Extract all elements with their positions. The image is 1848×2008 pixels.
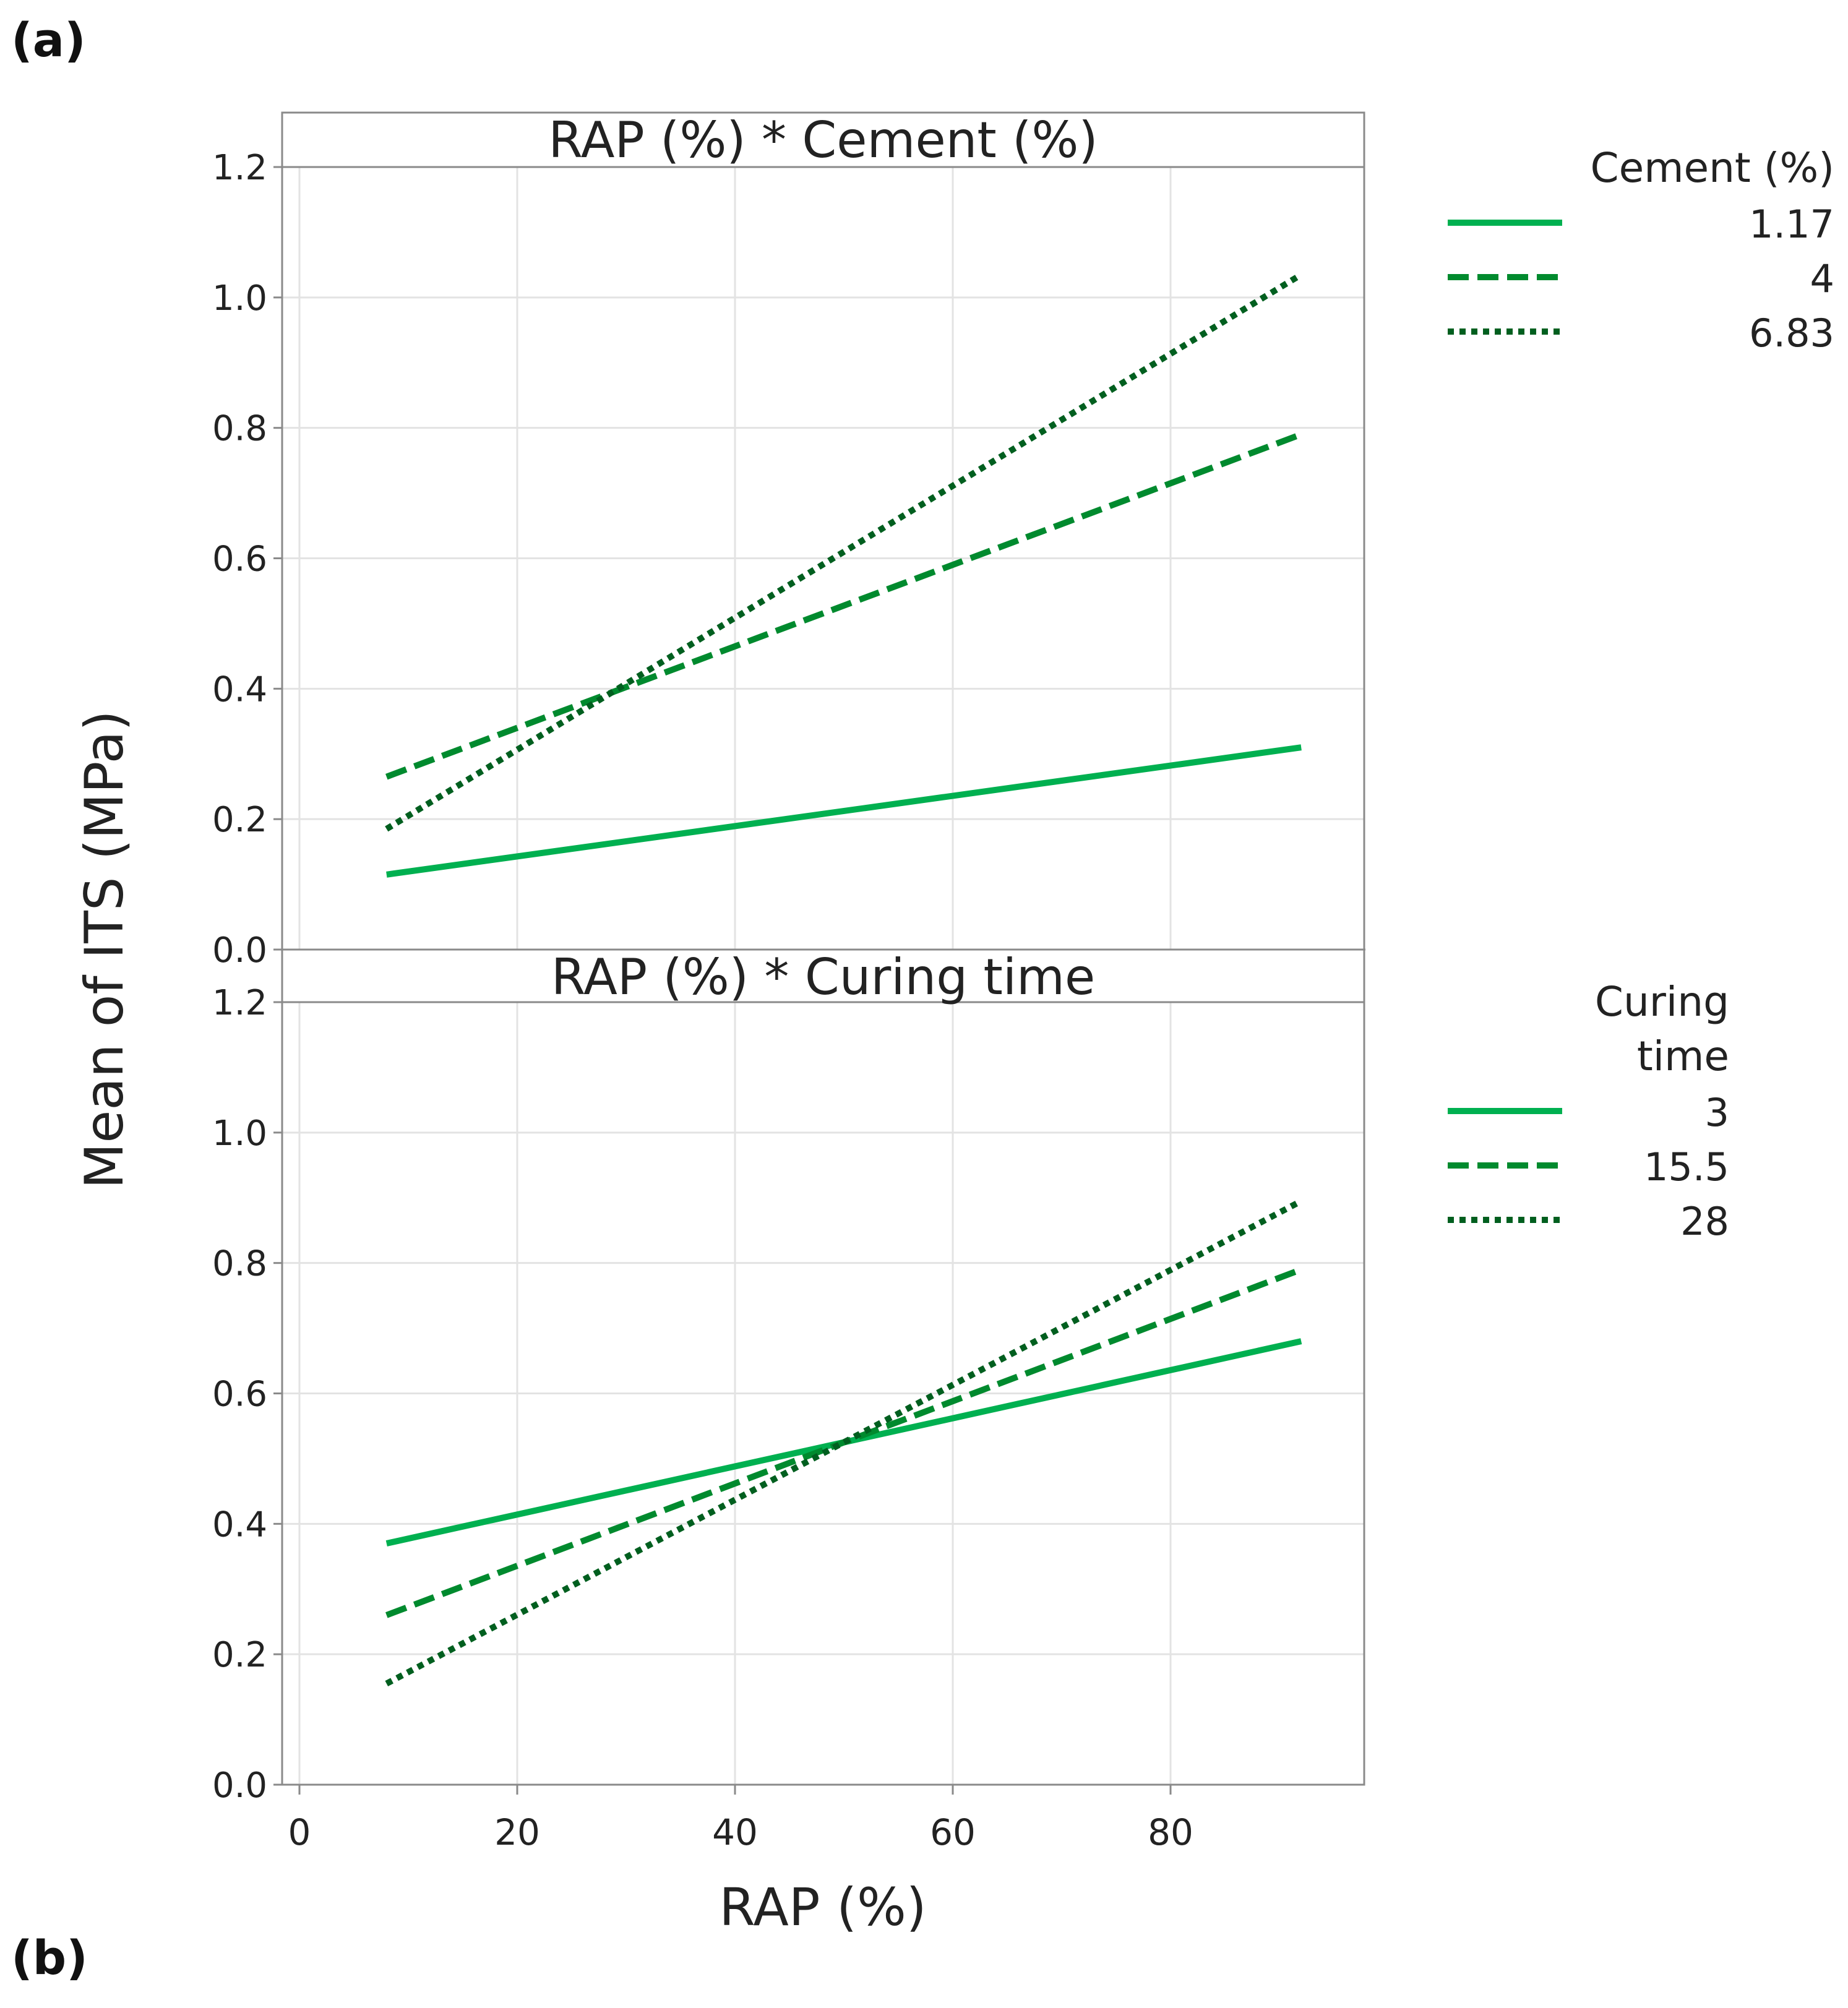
y-tick-label: 0.0	[212, 1766, 267, 1806]
x-tick-label: 60	[930, 1811, 976, 1853]
y-tick-label: 1.2	[212, 983, 267, 1023]
y-tick-label: 1.2	[212, 148, 267, 188]
y-tick-label: 0.2	[212, 1635, 267, 1675]
panel-title-cement: RAP (%) * Cement (%)	[548, 111, 1098, 169]
legend-label-15.5: 15.5	[1644, 1144, 1729, 1190]
panel-label-b: (b)	[11, 1930, 88, 1985]
series-line-cement-6.83	[385, 272, 1303, 832]
x-tick-label: 40	[712, 1811, 758, 1853]
legend-title: Cement (%)	[1591, 144, 1835, 192]
y-tick-label: 1.0	[212, 1113, 267, 1154]
panel-title-curing: RAP (%) * Curing time	[551, 948, 1095, 1006]
series-line-cement-4	[385, 431, 1302, 780]
legend-label-1.17: 1.17	[1749, 202, 1834, 247]
x-axis-title: RAP (%)	[719, 1877, 926, 1937]
y-tick-label: 0.2	[212, 800, 267, 840]
legend-title: Curing	[1595, 978, 1729, 1026]
series-line-cement-1.17	[386, 744, 1302, 878]
y-tick-label: 0.4	[212, 669, 267, 710]
legend-title: time	[1637, 1032, 1729, 1080]
legend-label-28: 28	[1680, 1199, 1729, 1244]
x-tick-label: 0	[288, 1811, 311, 1853]
y-tick-label: 0.0	[212, 930, 267, 971]
y-tick-label: 0.8	[212, 1244, 267, 1284]
y-tick-label: 0.8	[212, 409, 267, 449]
legend-label-6.83: 6.83	[1749, 311, 1834, 356]
x-tick-label: 80	[1148, 1811, 1193, 1853]
series-line-curing-28	[385, 1198, 1303, 1687]
y-tick-label: 1.0	[212, 278, 267, 319]
panel-label-a: (a)	[11, 12, 86, 67]
legend-label-3: 3	[1705, 1090, 1729, 1135]
y-tick-label: 0.6	[212, 539, 267, 580]
legend-label-4: 4	[1810, 256, 1834, 301]
series-line-curing-15.5	[385, 1266, 1302, 1618]
y-tick-label: 0.4	[212, 1504, 267, 1545]
y-axis-title: Mean of ITS (MPa)	[74, 710, 135, 1189]
x-tick-label: 20	[494, 1811, 540, 1853]
y-tick-label: 0.6	[212, 1375, 267, 1415]
